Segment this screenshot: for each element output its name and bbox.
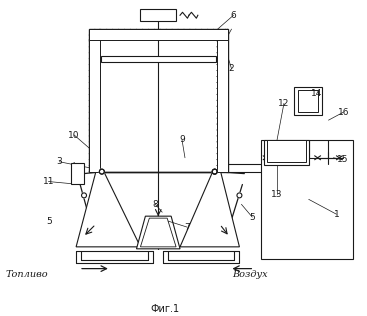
Bar bbox=[71, 163, 84, 185]
Text: 13: 13 bbox=[271, 190, 283, 199]
Text: 16: 16 bbox=[338, 108, 349, 117]
Text: 5: 5 bbox=[250, 213, 255, 222]
Bar bbox=[267, 140, 306, 162]
Bar bbox=[89, 29, 228, 40]
Text: 7: 7 bbox=[184, 222, 190, 232]
Bar bbox=[264, 140, 309, 165]
Text: 11: 11 bbox=[43, 177, 54, 186]
Text: 1: 1 bbox=[334, 210, 339, 219]
Bar bbox=[141, 9, 176, 21]
Bar bbox=[101, 56, 216, 62]
Text: 5: 5 bbox=[47, 216, 52, 226]
Text: Воздух: Воздух bbox=[232, 270, 268, 278]
Circle shape bbox=[81, 193, 87, 198]
Text: 10: 10 bbox=[68, 131, 80, 139]
Bar bbox=[261, 140, 353, 259]
Circle shape bbox=[237, 193, 242, 198]
Polygon shape bbox=[137, 216, 180, 249]
Text: 12: 12 bbox=[278, 99, 290, 108]
Bar bbox=[217, 29, 228, 172]
Polygon shape bbox=[76, 172, 141, 247]
Circle shape bbox=[99, 169, 104, 174]
Text: 3: 3 bbox=[57, 157, 62, 166]
Text: 9: 9 bbox=[179, 136, 185, 144]
Text: Топливо: Топливо bbox=[6, 270, 48, 278]
Bar bbox=[294, 88, 321, 115]
Bar bbox=[298, 90, 317, 112]
Text: 8: 8 bbox=[152, 200, 158, 209]
Text: 14: 14 bbox=[311, 89, 322, 98]
Text: 6: 6 bbox=[230, 11, 236, 20]
Text: 15: 15 bbox=[337, 155, 348, 164]
Bar bbox=[89, 29, 100, 172]
Polygon shape bbox=[180, 172, 239, 247]
Text: Фиг.1: Фиг.1 bbox=[150, 304, 179, 314]
Bar bbox=[89, 29, 228, 172]
Text: 2: 2 bbox=[229, 64, 234, 73]
Circle shape bbox=[212, 169, 217, 174]
Polygon shape bbox=[141, 218, 176, 247]
